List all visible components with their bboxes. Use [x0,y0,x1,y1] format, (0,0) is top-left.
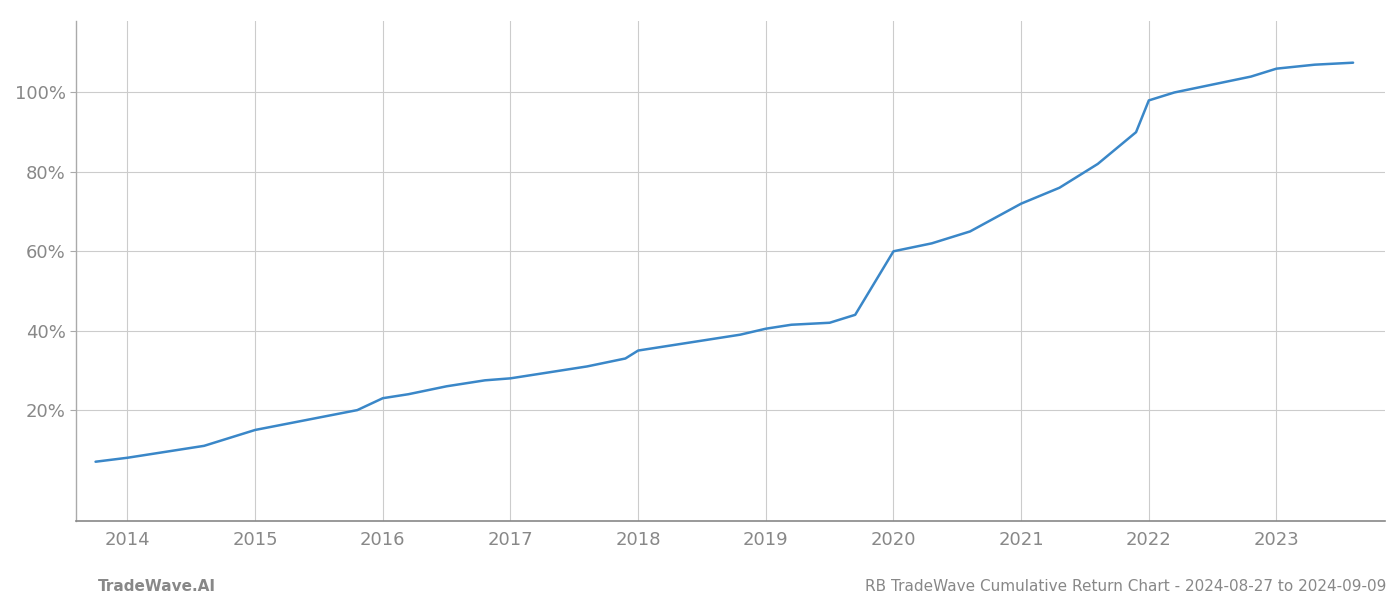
Text: TradeWave.AI: TradeWave.AI [98,579,216,594]
Text: RB TradeWave Cumulative Return Chart - 2024-08-27 to 2024-09-09: RB TradeWave Cumulative Return Chart - 2… [865,579,1386,594]
